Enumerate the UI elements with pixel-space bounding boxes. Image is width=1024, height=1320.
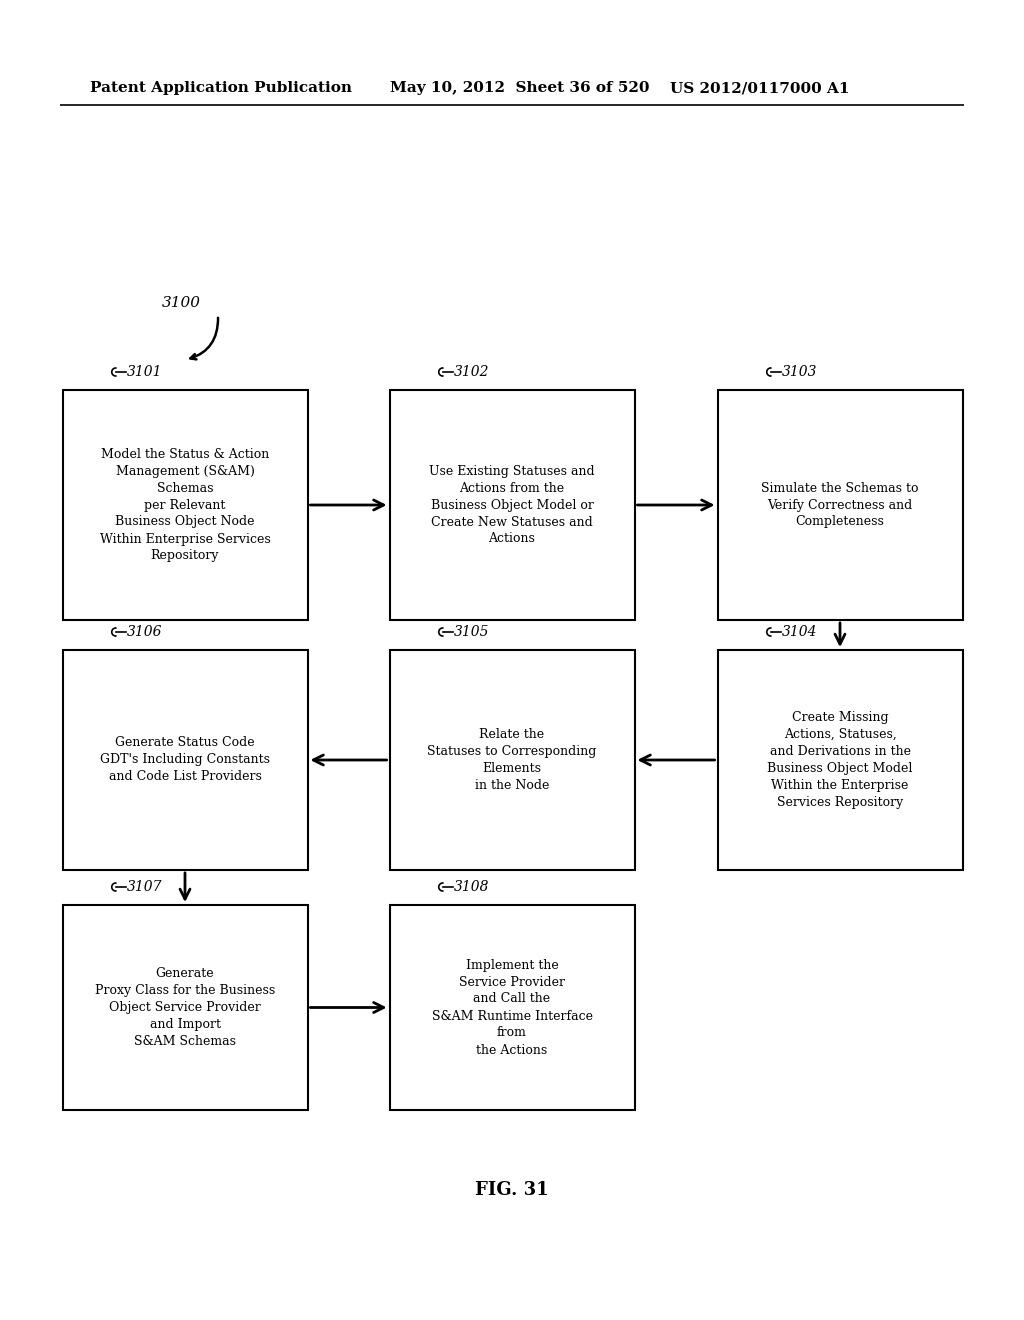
Text: 3108: 3108 [454,880,489,894]
Text: Generate Status Code
GDT's Including Constants
and Code List Providers: Generate Status Code GDT's Including Con… [100,737,270,784]
Text: Use Existing Statuses and
Actions from the
Business Object Model or
Create New S: Use Existing Statuses and Actions from t… [429,465,595,545]
Text: Simulate the Schemas to
Verify Correctness and
Completeness: Simulate the Schemas to Verify Correctne… [761,482,919,528]
Text: 3103: 3103 [781,366,817,379]
Text: Relate the
Statuses to Corresponding
Elements
in the Node: Relate the Statuses to Corresponding Ele… [427,729,597,792]
Text: US 2012/0117000 A1: US 2012/0117000 A1 [670,81,850,95]
Text: 3105: 3105 [454,624,489,639]
Text: Patent Application Publication: Patent Application Publication [90,81,352,95]
Bar [718,389,963,620]
Bar [389,389,635,620]
Text: Generate
Proxy Class for the Business
Object Service Provider
and Import
S&AM Sc: Generate Proxy Class for the Business Ob… [95,968,275,1048]
Bar [62,906,307,1110]
Bar [62,649,307,870]
Text: 3101: 3101 [127,366,162,379]
Bar [389,649,635,870]
Text: Create Missing
Actions, Statuses,
and Derivations in the
Business Object Model
W: Create Missing Actions, Statuses, and De… [767,711,912,809]
Text: Model the Status & Action
Management (S&AM)
Schemas
per Relevant
Business Object: Model the Status & Action Management (S&… [99,447,270,562]
Text: FIG. 31: FIG. 31 [475,1181,549,1199]
Text: 3104: 3104 [781,624,817,639]
Bar [389,906,635,1110]
Text: May 10, 2012  Sheet 36 of 520: May 10, 2012 Sheet 36 of 520 [390,81,649,95]
Bar [718,649,963,870]
Text: 3100: 3100 [162,296,201,310]
Text: 3106: 3106 [127,624,162,639]
Text: Implement the
Service Provider
and Call the
S&AM Runtime Interface
from
the Acti: Implement the Service Provider and Call … [431,958,593,1056]
Bar [62,389,307,620]
Text: 3102: 3102 [454,366,489,379]
Text: 3107: 3107 [127,880,162,894]
